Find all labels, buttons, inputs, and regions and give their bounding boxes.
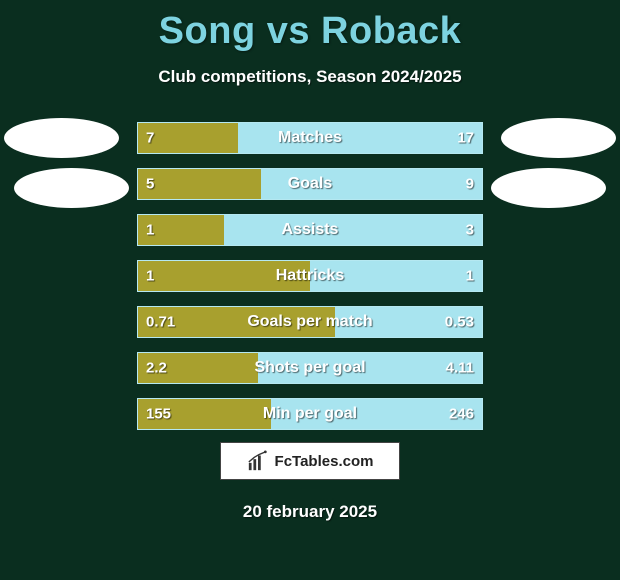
stat-value-right: 0.53: [445, 314, 474, 331]
page-title: Song vs Roback: [0, 0, 620, 53]
stat-row: 155246Min per goal: [137, 398, 483, 430]
stat-value-right: 1: [466, 268, 474, 285]
stat-value-right: 3: [466, 222, 474, 239]
stat-row: 11Hattricks: [137, 260, 483, 292]
logo-icon: [247, 450, 269, 472]
stat-fill: [138, 123, 238, 153]
stat-fill: [138, 399, 271, 429]
stat-fill: [138, 261, 310, 291]
stat-value-right: 9: [466, 176, 474, 193]
avatar-left-bot: [14, 168, 129, 208]
stat-value-right: 246: [449, 406, 474, 423]
stat-row: 13Assists: [137, 214, 483, 246]
stat-value-right: 4.11: [446, 360, 474, 377]
stat-fill: [138, 307, 335, 337]
stats-bars: 717Matches 59Goals 13Assists 11Hattricks 0.7…: [137, 122, 483, 444]
stat-fill: [138, 353, 258, 383]
date-label: 20 february 2025: [0, 502, 620, 522]
page-subtitle: Club competitions, Season 2024/2025: [0, 67, 620, 87]
avatar-right-top: [501, 118, 616, 158]
stat-fill: [138, 215, 224, 245]
stat-row: 717Matches: [137, 122, 483, 154]
avatar-right-bot: [491, 168, 606, 208]
stat-row: 59Goals: [137, 168, 483, 200]
stat-fill: [138, 169, 261, 199]
logo-text: FcTables.com: [275, 453, 374, 470]
stat-value-right: 17: [457, 130, 474, 147]
fctables-logo[interactable]: FcTables.com: [220, 442, 400, 480]
avatar-left-top: [4, 118, 119, 158]
stat-row: 2.24.11Shots per goal: [137, 352, 483, 384]
stat-row: 0.710.53Goals per match: [137, 306, 483, 338]
